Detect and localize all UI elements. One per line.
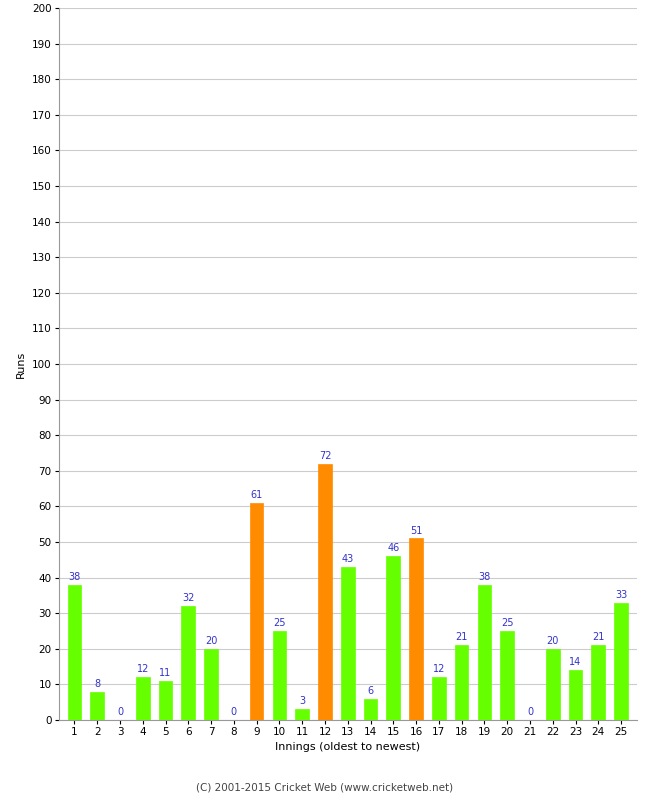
- Text: 21: 21: [592, 632, 604, 642]
- Text: 14: 14: [569, 658, 582, 667]
- X-axis label: Innings (oldest to newest): Innings (oldest to newest): [275, 742, 421, 753]
- Text: 25: 25: [273, 618, 285, 628]
- Text: 8: 8: [94, 678, 100, 689]
- Bar: [181, 606, 195, 720]
- Text: 12: 12: [136, 665, 149, 674]
- Bar: [272, 631, 286, 720]
- Bar: [478, 585, 491, 720]
- Text: 0: 0: [231, 707, 237, 717]
- Text: 38: 38: [478, 572, 491, 582]
- Bar: [500, 631, 514, 720]
- Text: 25: 25: [501, 618, 514, 628]
- Text: 46: 46: [387, 543, 400, 554]
- Bar: [250, 503, 263, 720]
- Y-axis label: Runs: Runs: [16, 350, 26, 378]
- Bar: [592, 646, 605, 720]
- Text: 38: 38: [68, 572, 81, 582]
- Bar: [614, 602, 628, 720]
- Bar: [546, 649, 560, 720]
- Bar: [387, 556, 400, 720]
- Text: 20: 20: [205, 636, 217, 646]
- Text: 51: 51: [410, 526, 422, 535]
- Bar: [136, 678, 150, 720]
- Text: 21: 21: [456, 632, 468, 642]
- Bar: [318, 464, 332, 720]
- Text: 43: 43: [342, 554, 354, 564]
- Text: 0: 0: [527, 707, 533, 717]
- Text: 6: 6: [367, 686, 374, 696]
- Text: 11: 11: [159, 668, 172, 678]
- Text: 61: 61: [250, 490, 263, 500]
- Text: (C) 2001-2015 Cricket Web (www.cricketweb.net): (C) 2001-2015 Cricket Web (www.cricketwe…: [196, 782, 454, 792]
- Text: 72: 72: [318, 451, 332, 461]
- Bar: [569, 670, 582, 720]
- Bar: [432, 678, 446, 720]
- Text: 32: 32: [182, 594, 194, 603]
- Text: 20: 20: [547, 636, 559, 646]
- Bar: [410, 538, 423, 720]
- Bar: [68, 585, 81, 720]
- Bar: [455, 646, 469, 720]
- Bar: [295, 710, 309, 720]
- Bar: [364, 698, 378, 720]
- Bar: [90, 691, 104, 720]
- Bar: [204, 649, 218, 720]
- Text: 0: 0: [117, 707, 123, 717]
- Text: 33: 33: [615, 590, 627, 600]
- Text: 3: 3: [299, 697, 305, 706]
- Bar: [159, 681, 172, 720]
- Bar: [341, 567, 355, 720]
- Text: 12: 12: [433, 665, 445, 674]
